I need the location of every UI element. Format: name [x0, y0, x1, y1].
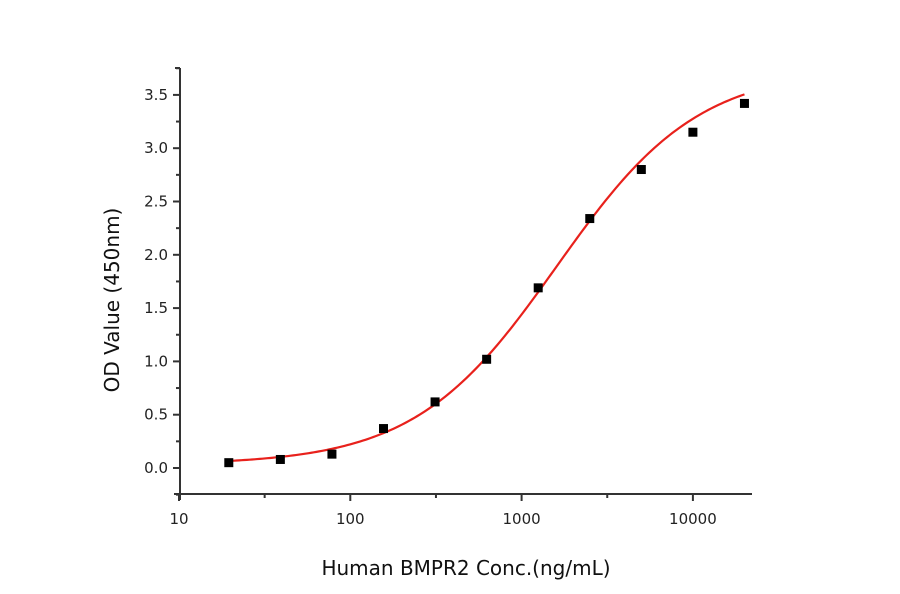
data-point-marker: [224, 458, 234, 468]
data-point-marker: [739, 98, 749, 108]
x-tick-label: 10000: [669, 510, 717, 528]
y-tick-label: 3.0: [144, 139, 168, 157]
y-tick-label: 3.5: [144, 86, 168, 104]
y-tick-label: 1.5: [144, 299, 168, 317]
fit-curve: [228, 93, 745, 463]
y-axis-title: OD Value (450nm): [100, 208, 124, 393]
fit-curve-path: [228, 93, 745, 463]
data-point-marker: [636, 165, 646, 175]
data-point-marker: [482, 354, 492, 364]
y-tick-label: 2.0: [144, 246, 168, 264]
data-point-marker: [327, 449, 337, 459]
x-tick-label: 10: [169, 510, 188, 528]
data-point-marker: [430, 397, 440, 407]
y-tick-label: 1.0: [144, 352, 168, 370]
data-point-marker: [275, 454, 285, 464]
data-point-marker: [585, 214, 595, 224]
y-tick-label: 2.5: [144, 193, 168, 211]
y-tick-label: 0.0: [144, 459, 168, 477]
x-tick-label: 1000: [503, 510, 541, 528]
x-axis-title: Human BMPR2 Conc.(ng/mL): [321, 556, 610, 580]
x-tick-label: 100: [336, 510, 365, 528]
y-tick-label: 0.5: [144, 406, 168, 424]
axes: 0.0 0.5 1.0 1.5 2.0 2.5 3.0 3.5 10 100 1000 10000: [144, 67, 752, 528]
data-point-marker: [533, 283, 543, 293]
data-point-marker: [379, 424, 389, 434]
data-points: [224, 98, 749, 468]
data-point-marker: [688, 127, 698, 137]
